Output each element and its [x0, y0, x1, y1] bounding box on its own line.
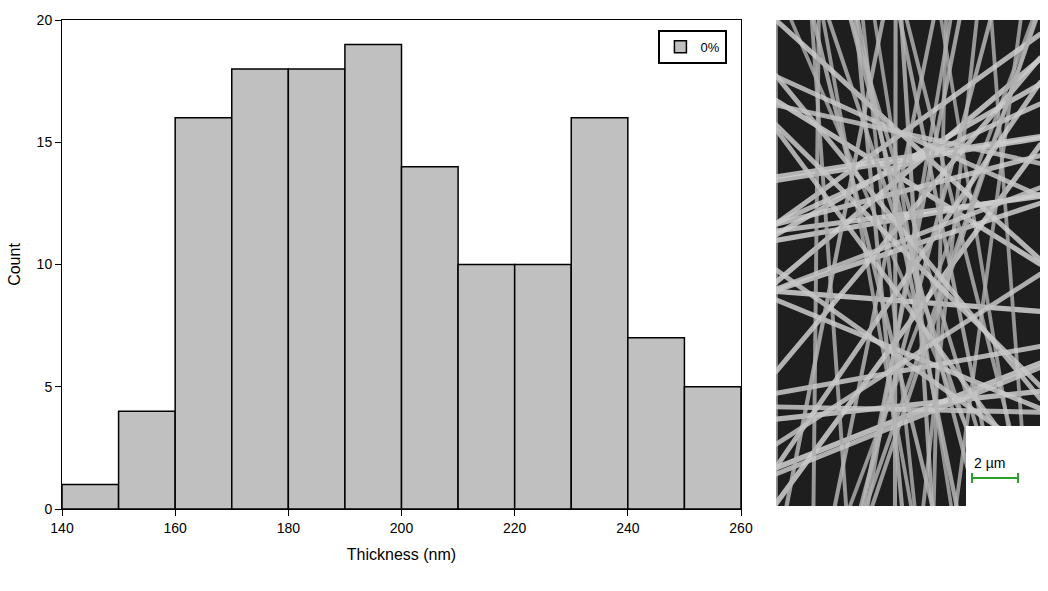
svg-text:140: 140	[50, 520, 74, 536]
svg-text:20: 20	[37, 12, 53, 28]
svg-text:260: 260	[729, 520, 753, 536]
svg-text:200: 200	[390, 520, 414, 536]
svg-text:180: 180	[277, 520, 301, 536]
svg-text:2 µm: 2 µm	[974, 455, 1005, 471]
svg-text:220: 220	[503, 520, 527, 536]
svg-text:160: 160	[163, 520, 187, 536]
svg-text:0: 0	[44, 501, 52, 517]
svg-text:Thickness (nm): Thickness (nm)	[347, 546, 456, 563]
svg-text:5: 5	[44, 379, 52, 395]
svg-text:10: 10	[37, 256, 53, 272]
svg-text:240: 240	[616, 520, 640, 536]
svg-text:15: 15	[37, 134, 53, 150]
svg-text:0%: 0%	[700, 40, 719, 55]
svg-text:Count: Count	[6, 243, 23, 286]
